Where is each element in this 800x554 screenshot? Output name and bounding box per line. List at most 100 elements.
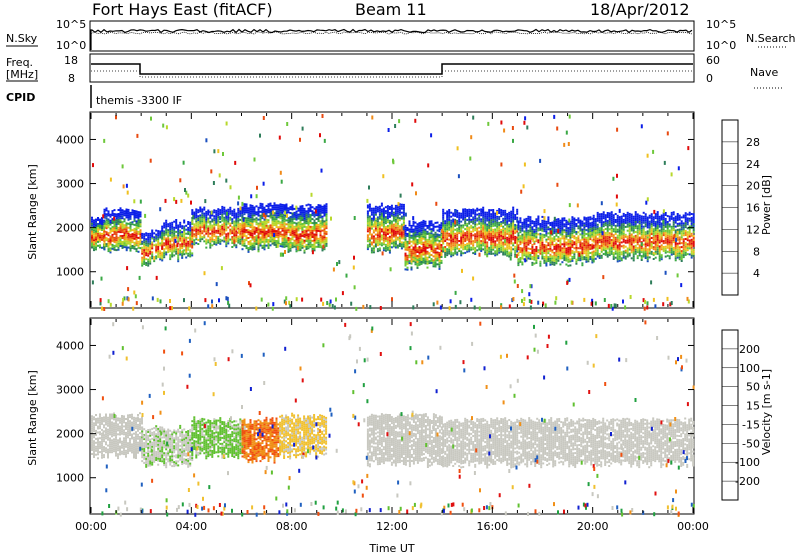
data-cell: [480, 218, 483, 221]
data-cell: [422, 261, 425, 264]
data-cell: [249, 204, 252, 207]
data-cell: [313, 211, 316, 214]
data-cell: [107, 218, 110, 221]
data-cell: [153, 260, 156, 263]
data-cell: [462, 208, 465, 211]
data-cell: [151, 245, 154, 248]
data-cell: [412, 220, 415, 223]
data-cell: [504, 247, 507, 250]
data-cell: [632, 239, 635, 242]
data-cell: [537, 249, 540, 252]
data-cell: [626, 213, 629, 216]
data-cell: [183, 237, 186, 240]
data-cell: [285, 237, 288, 240]
data-cell: [195, 224, 198, 227]
data-cell: [644, 243, 647, 246]
data-cell: [135, 244, 138, 247]
data-cell: [585, 225, 588, 228]
data-cell: [404, 242, 407, 245]
data-cell: [504, 223, 507, 226]
data-cell: [652, 258, 655, 260]
data-cell: [285, 207, 288, 210]
data-cell: [205, 238, 208, 241]
data-cell: [165, 253, 168, 256]
data-cell: [422, 243, 425, 246]
data-cell: [644, 239, 647, 242]
data-cell: [197, 227, 200, 230]
data-cell: [402, 235, 405, 238]
data-cell: [589, 224, 592, 227]
data-cell: [101, 236, 103, 239]
data-cell: [583, 228, 586, 231]
data-cell: [628, 232, 631, 235]
data-cell: [482, 244, 485, 247]
data-cell: [594, 222, 597, 225]
data-cell: [573, 229, 576, 232]
data-cell: [632, 259, 635, 262]
data-cell: [492, 224, 495, 227]
data-cell: [135, 212, 138, 215]
data-cell: [370, 235, 373, 238]
data-cell: [171, 245, 174, 248]
data-cell: [602, 229, 605, 232]
data-cell: [626, 229, 629, 232]
data-cell: [644, 241, 647, 244]
data-cell: [490, 244, 493, 247]
data-cell: [519, 247, 522, 249]
data-cell: [251, 212, 254, 215]
data-cell: [454, 252, 457, 255]
data-cell: [602, 239, 605, 242]
data-cell: [500, 231, 503, 233]
data-cell: [207, 209, 210, 212]
data-cell: [480, 212, 483, 215]
data-cell: [436, 233, 439, 236]
data-cell: [123, 224, 126, 227]
data-cell: [476, 235, 479, 238]
data-cell: [323, 244, 326, 247]
data-cell: [390, 230, 393, 233]
data-cell: [424, 242, 427, 245]
data-cell: [622, 224, 625, 227]
data-cell: [628, 242, 631, 245]
data-cell: [93, 233, 95, 236]
data-cell: [632, 237, 635, 240]
data-cell: [470, 209, 473, 211]
data-cell: [392, 211, 395, 214]
data-cell: [446, 248, 449, 251]
data-cell: [388, 208, 391, 210]
data-cell: [614, 232, 617, 235]
data-cell: [549, 239, 552, 242]
data-cell: [488, 246, 491, 249]
data-cell: [398, 231, 401, 234]
data-cell: [452, 226, 455, 229]
data-cell: [466, 219, 469, 221]
data-cell: [289, 221, 292, 224]
data-cell: [271, 218, 274, 221]
data-cell: [604, 241, 607, 244]
data-cell: [464, 251, 467, 254]
data-cell: [510, 240, 513, 243]
data-cell: [161, 257, 164, 260]
data-cell: [510, 212, 513, 215]
data-cell: [265, 234, 268, 237]
data-cell: [600, 244, 603, 247]
data-cell: [480, 248, 483, 250]
nave-tick-bottom: 0: [706, 72, 713, 85]
data-cell: [662, 234, 665, 237]
data-cell: [634, 252, 637, 255]
data-cell: [297, 243, 300, 246]
data-cell: [211, 214, 214, 217]
data-cell: [591, 247, 594, 250]
data-cell: [267, 215, 270, 218]
data-cell: [573, 251, 576, 254]
data-cell: [173, 234, 176, 237]
data-cell: [521, 257, 524, 260]
data-cell: [428, 238, 431, 241]
data-cell: [438, 240, 441, 243]
data-cell: [299, 219, 302, 222]
data-cell: [394, 246, 397, 249]
data-cell: [195, 208, 198, 211]
data-cell: [235, 228, 238, 231]
data-cell: [95, 240, 97, 243]
data-cell: [319, 238, 322, 241]
